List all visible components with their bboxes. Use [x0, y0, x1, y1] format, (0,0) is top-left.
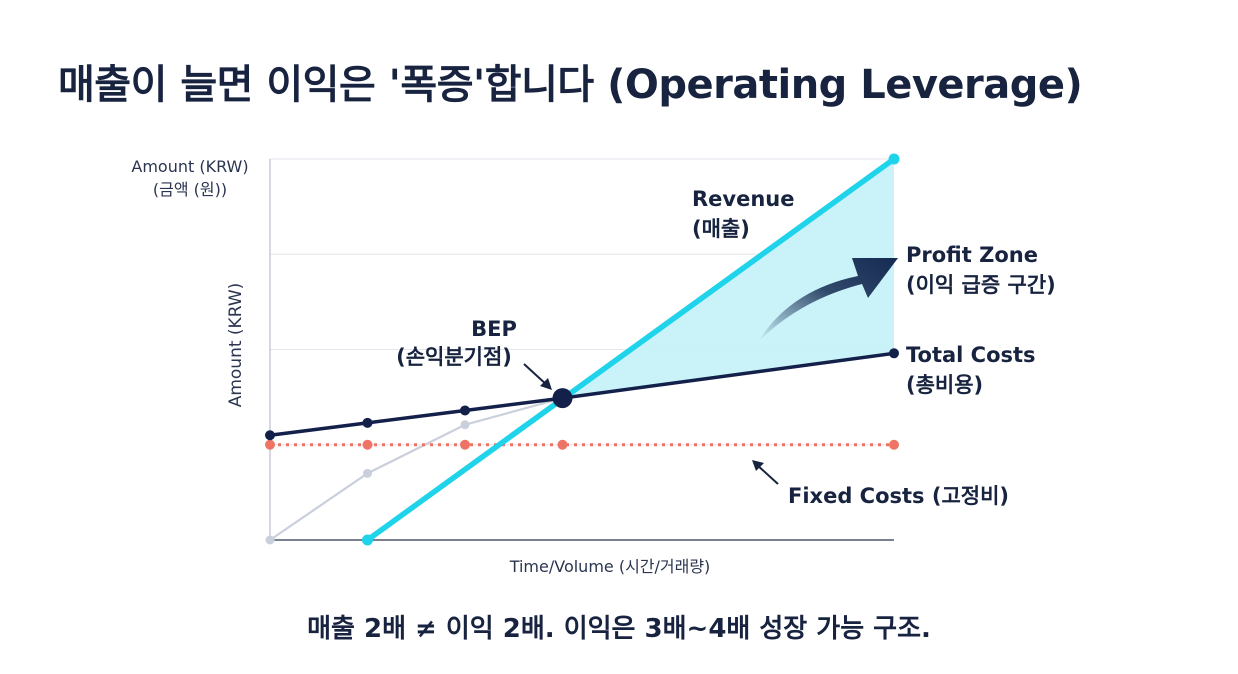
fixed-costs-point [557, 439, 568, 450]
fixed-costs-point [362, 439, 373, 450]
revenue-point [362, 534, 373, 546]
revenue-point [888, 153, 900, 165]
fixed-costs-label: Fixed Costs (고정비) [788, 484, 1009, 508]
x-axis-label: Time/Volume (시간/거래량) [509, 557, 711, 576]
variable-cost-guide-line [269, 397, 563, 541]
y-axis-label: Amount (KRW) [226, 283, 246, 408]
variable-guide-point [460, 420, 470, 430]
bep-label-line2: (손익분기점) [396, 345, 512, 369]
profit-growth-arrow [758, 258, 898, 342]
total-costs-point [460, 405, 470, 416]
y-axis-top-label-line2: (금액 (원)) [153, 180, 227, 199]
revenue-line [364, 156, 897, 543]
y-axis-top-label-line1: Amount (KRW) [131, 157, 248, 176]
total-costs-label-line2: (총비용) [906, 373, 983, 397]
page-subtitle: 매출 2배 ≠ 이익 2배. 이익은 3배~4배 성장 가능 구조. [307, 614, 931, 644]
variable-guide-point [363, 468, 372, 478]
revenue-label-line1: Revenue [692, 187, 795, 211]
fixed-costs-point [889, 439, 899, 450]
total-costs-label-line1: Total Costs [906, 343, 1036, 367]
total-costs-point [362, 417, 373, 428]
variable-guide-point [265, 535, 275, 545]
profit-zone-label-line2: (이익 급증 구간) [906, 273, 1056, 297]
bep-point [552, 388, 573, 409]
bep-pointer-arrowhead [540, 378, 552, 390]
revenue-label-line2: (매출) [692, 217, 750, 241]
total-costs-point [265, 430, 275, 441]
profit-zone-label-line1: Profit Zone [906, 243, 1038, 267]
fixed-costs-point [460, 439, 470, 450]
page-title: 매출이 늘면 이익은 '폭증'합니다 (Operating Leverage) [58, 62, 1083, 108]
fixed-costs-pointer-arrowhead [752, 460, 764, 471]
fixed-costs-point [265, 439, 275, 450]
fixed-costs-pointer-line [755, 463, 779, 485]
bep-label-line1: BEP [471, 317, 517, 341]
total-costs-point [889, 348, 899, 359]
